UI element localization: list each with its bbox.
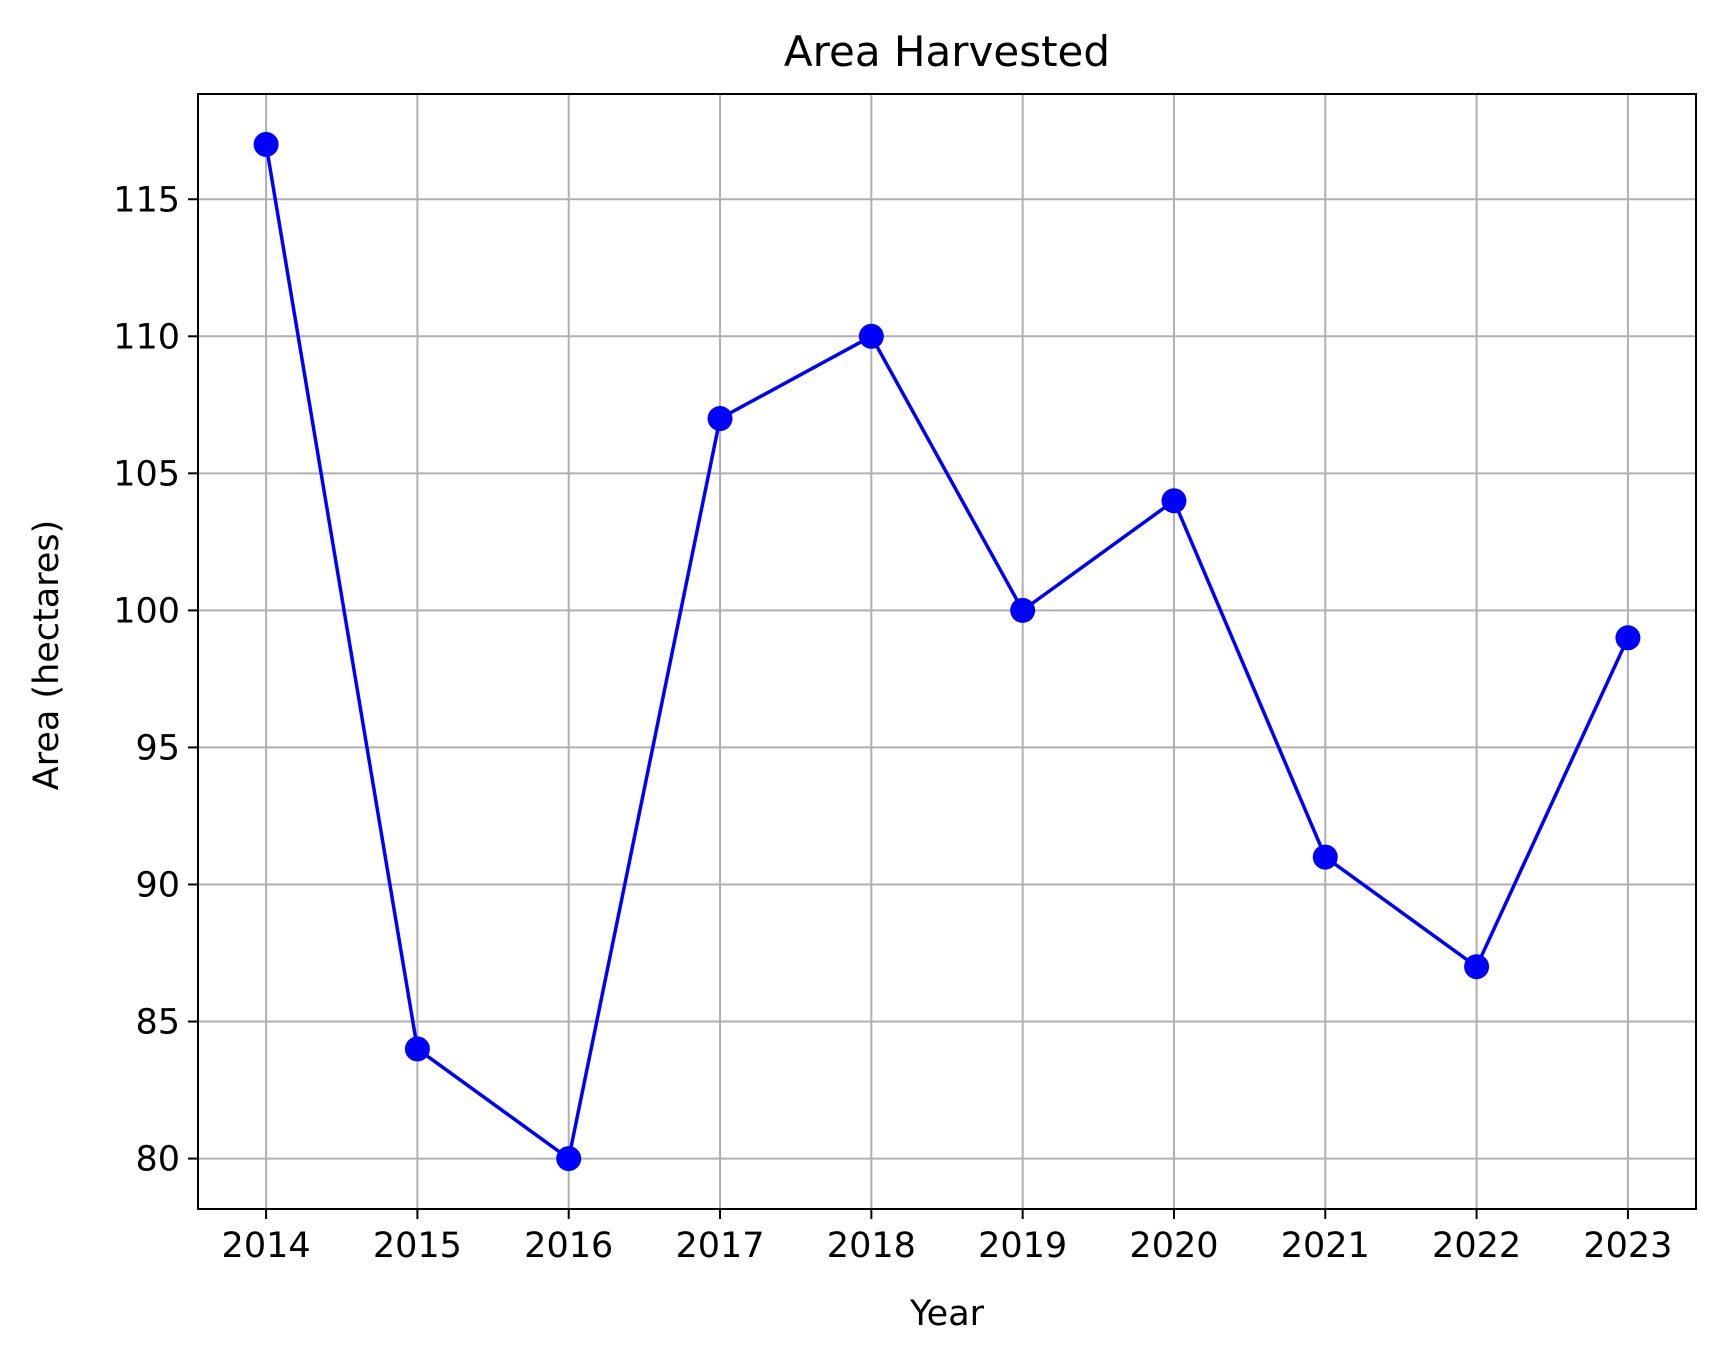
x-axis: 2014 2015 2016 2017 2018 2019 2020 2021 2022 2023 — [222, 1209, 1672, 1266]
data-point — [858, 323, 884, 349]
grid — [198, 94, 1696, 1209]
x-tick-label: 2015 — [373, 1226, 462, 1266]
data-point — [556, 1146, 582, 1172]
data-point — [707, 406, 733, 432]
x-tick-label: 2020 — [1129, 1226, 1218, 1266]
plot-frame — [197, 93, 1697, 1210]
x-tick-label: 2017 — [675, 1226, 764, 1266]
x-tick-label: 2022 — [1432, 1226, 1521, 1266]
data-point — [253, 131, 279, 157]
data-point — [1615, 625, 1641, 651]
x-axis-title: Year — [909, 1294, 985, 1334]
data-point — [1161, 488, 1187, 514]
chart-title: Area Harvested — [784, 27, 1110, 76]
series-layer — [253, 131, 1641, 1172]
x-tick-label: 2019 — [978, 1226, 1067, 1266]
y-tick-label: 80 — [135, 1140, 180, 1180]
x-tick-label: 2021 — [1281, 1226, 1370, 1266]
y-tick-label: 105 — [113, 454, 180, 494]
y-tick-label: 115 — [113, 180, 180, 220]
x-tick-label: 2023 — [1583, 1226, 1672, 1266]
x-tick-label: 2014 — [222, 1226, 311, 1266]
y-tick-label: 95 — [135, 728, 180, 768]
x-tick-label: 2016 — [524, 1226, 613, 1266]
data-point — [404, 1036, 430, 1062]
y-axis-title: Area (hectares) — [27, 520, 67, 791]
y-tick-label: 100 — [113, 591, 180, 631]
y-tick-label: 85 — [135, 1003, 180, 1043]
x-tick-label: 2018 — [827, 1226, 916, 1266]
data-point — [1464, 954, 1490, 980]
y-axis: 80 85 90 95 100 105 110 115 — [113, 180, 198, 1180]
series-line — [264, 144, 1630, 1161]
y-tick-label: 90 — [135, 865, 180, 905]
y-tick-label: 110 — [113, 317, 180, 357]
data-point — [1312, 844, 1338, 870]
data-point — [1010, 597, 1036, 623]
